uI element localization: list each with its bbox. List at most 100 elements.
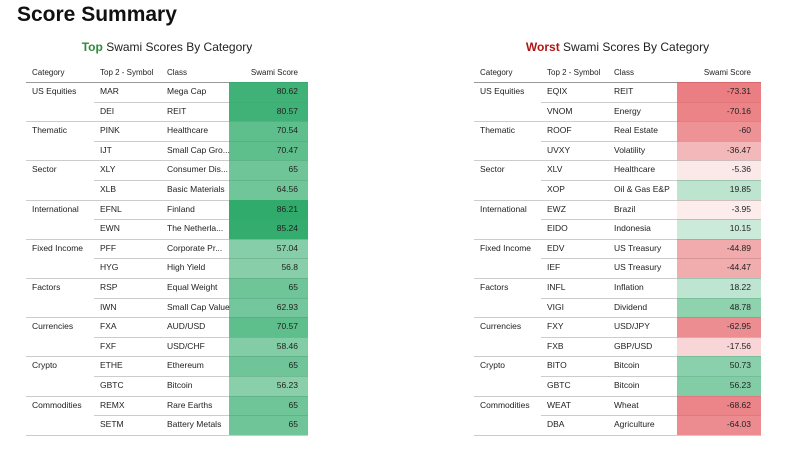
row-rule: [26, 278, 308, 279]
row-rule: [474, 238, 761, 240]
symbol: IWN: [100, 301, 117, 312]
class: Volatility: [614, 144, 646, 155]
symbol: BITO: [547, 360, 567, 371]
class: Rare Earths: [167, 399, 213, 410]
score: -70.16: [726, 105, 751, 116]
category: Fixed Income: [480, 242, 532, 253]
score-bg: [677, 180, 761, 200]
symbol: XLB: [100, 184, 117, 194]
class: Mega Cap: [167, 86, 207, 96]
class: Indonesia: [614, 223, 651, 234]
score-bg: [677, 376, 761, 396]
row-rule: [94, 101, 308, 103]
symbol: EWZ: [547, 203, 566, 214]
score-bg: [229, 376, 308, 396]
class: Small Cap Value: [167, 301, 230, 312]
score: 19.85: [729, 184, 751, 194]
symbol: PINK: [100, 125, 120, 136]
row-rule: [94, 219, 308, 221]
column-header: Class: [167, 68, 188, 77]
score-bg: [229, 297, 308, 318]
category: US Equities: [480, 86, 525, 96]
score: -3.95: [731, 203, 751, 214]
category: US Equities: [32, 86, 77, 96]
score: 56.8: [281, 262, 298, 273]
column-header: Category: [32, 68, 65, 77]
row-rule: [541, 297, 761, 299]
column-header: Top 2 - Symbol: [547, 68, 601, 77]
row-rule: [26, 395, 308, 397]
symbol: ROOF: [547, 125, 572, 136]
score: -68.62: [726, 399, 751, 410]
score: 65: [288, 282, 298, 292]
class: Bitcoin: [614, 360, 640, 371]
score: 65: [288, 360, 298, 371]
score-bg: [677, 395, 761, 416]
symbol: GBTC: [100, 380, 124, 390]
score: 70.57: [276, 321, 298, 332]
category: Crypto: [32, 360, 58, 371]
score-bg: [229, 317, 308, 337]
row-rule: [94, 376, 308, 377]
row-rule: [94, 415, 308, 417]
score-bg: [229, 258, 308, 278]
score-bg: [229, 395, 308, 416]
row-rule: [474, 199, 761, 201]
row-rule: [26, 356, 308, 358]
score: 65: [288, 164, 298, 175]
row-rule: [541, 219, 761, 221]
score-bg: [677, 278, 761, 298]
class: Agriculture: [614, 419, 655, 430]
row-rule: [541, 101, 761, 103]
row-rule: [474, 356, 761, 358]
score: -5.36: [731, 164, 751, 175]
row-rule: [474, 121, 761, 123]
header-rule: [474, 82, 761, 83]
row-rule: [474, 395, 761, 397]
score: 70.47: [276, 144, 298, 155]
score-bg: [229, 101, 308, 122]
score-bg: [229, 356, 308, 376]
column-header: Swami Score: [703, 68, 751, 77]
score-bg: [677, 219, 761, 239]
score: 62.93: [276, 301, 298, 312]
row-rule: [94, 180, 308, 181]
symbol: IEF: [547, 262, 561, 273]
class: Healthcare: [614, 164, 656, 175]
symbol: INFL: [547, 282, 566, 292]
score: -64.03: [726, 419, 751, 430]
class: Dividend: [614, 301, 648, 312]
score-bg: [677, 101, 761, 122]
symbol: MAR: [100, 86, 119, 96]
score-bg: [677, 238, 761, 259]
category: Commodities: [480, 399, 530, 410]
row-rule: [26, 317, 308, 319]
score-bg: [677, 121, 761, 141]
row-rule: [541, 180, 761, 181]
class: The Netherla...: [167, 223, 224, 234]
symbol: VIGI: [547, 301, 565, 312]
score: 50.73: [729, 360, 751, 371]
score-bg: [677, 140, 761, 161]
score-bg: [677, 336, 761, 357]
row-rule: [474, 278, 761, 279]
row-rule: [94, 258, 308, 260]
row-rule: [474, 434, 761, 436]
score-bg: [677, 199, 761, 220]
class: USD/CHF: [167, 340, 205, 351]
category: Thematic: [32, 125, 67, 136]
class: Finland: [167, 203, 195, 214]
category: Currencies: [480, 321, 522, 332]
score: -17.56: [726, 340, 751, 351]
class: Healthcare: [167, 125, 209, 136]
score-bg: [229, 219, 308, 239]
symbol: VNOM: [547, 105, 573, 116]
category: Factors: [480, 282, 509, 292]
category: Factors: [32, 282, 61, 292]
class: Equal Weight: [167, 282, 218, 292]
title-rest: Swami Scores By Category: [563, 40, 710, 54]
score-bg: [677, 317, 761, 337]
class: REIT: [614, 86, 634, 96]
symbol: PFF: [100, 242, 117, 253]
